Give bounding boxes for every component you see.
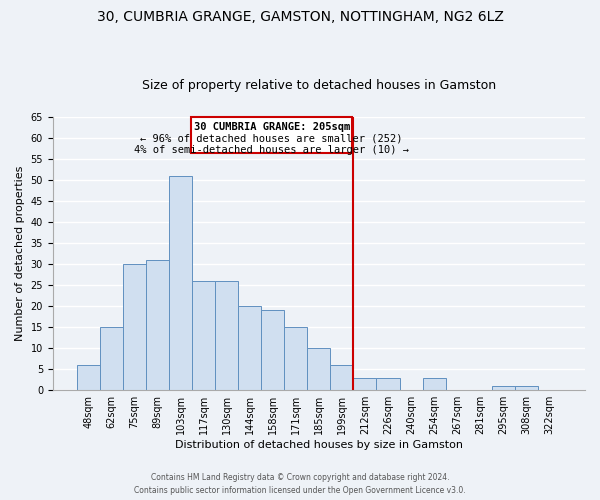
Bar: [284, 327, 307, 390]
Text: Contains HM Land Registry data © Crown copyright and database right 2024.
Contai: Contains HM Land Registry data © Crown c…: [134, 474, 466, 495]
Bar: [261, 310, 284, 390]
Y-axis label: Number of detached properties: Number of detached properties: [15, 166, 25, 341]
FancyBboxPatch shape: [191, 117, 352, 152]
Bar: [123, 264, 146, 390]
Title: Size of property relative to detached houses in Gamston: Size of property relative to detached ho…: [142, 79, 496, 92]
X-axis label: Distribution of detached houses by size in Gamston: Distribution of detached houses by size …: [175, 440, 463, 450]
Text: ← 96% of detached houses are smaller (252): ← 96% of detached houses are smaller (25…: [140, 134, 403, 143]
Text: 30 CUMBRIA GRANGE: 205sqm: 30 CUMBRIA GRANGE: 205sqm: [194, 122, 350, 132]
Bar: [307, 348, 331, 390]
Text: 4% of semi-detached houses are larger (10) →: 4% of semi-detached houses are larger (1…: [134, 146, 409, 156]
Text: 30, CUMBRIA GRANGE, GAMSTON, NOTTINGHAM, NG2 6LZ: 30, CUMBRIA GRANGE, GAMSTON, NOTTINGHAM,…: [97, 10, 503, 24]
Bar: [331, 365, 353, 390]
Bar: [146, 260, 169, 390]
Bar: [422, 378, 446, 390]
Bar: [169, 176, 192, 390]
Bar: [100, 327, 123, 390]
Bar: [238, 306, 261, 390]
Bar: [215, 281, 238, 390]
Bar: [376, 378, 400, 390]
Bar: [491, 386, 515, 390]
Bar: [353, 378, 376, 390]
Bar: [192, 281, 215, 390]
Bar: [515, 386, 538, 390]
Bar: [77, 365, 100, 390]
